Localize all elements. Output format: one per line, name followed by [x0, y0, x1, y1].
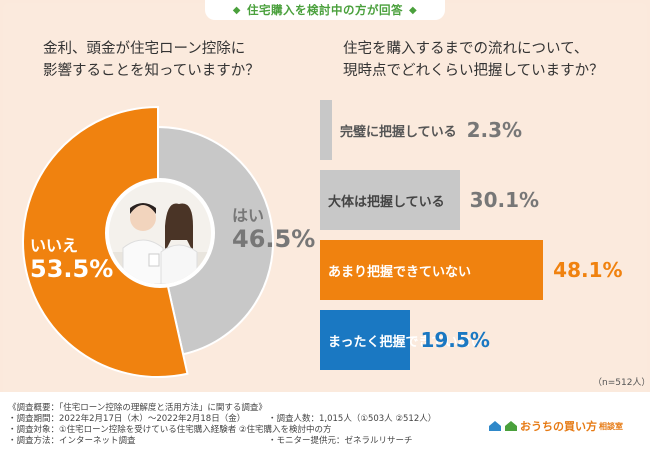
footer-survey-right: ・調査人数：1,015人（①503人 ②512人） ・モニター提供元：ゼネラルリ…: [268, 414, 436, 447]
bar-0: [320, 100, 332, 160]
pie-slice-yes: [157, 125, 274, 356]
bar-label: 完璧に把握している: [340, 124, 457, 140]
header-text: 住宅購入を検討中の方が回答: [247, 3, 403, 17]
footer-line: ・調査方法：インターネット調査: [8, 436, 136, 446]
bar-row: まったく把握できていない 19.5%: [320, 310, 490, 370]
question-left: 金利、頭金が住宅ローン控除に 影響することを知っていますか？: [43, 38, 293, 82]
bar-1: 大体は把握している: [320, 170, 460, 230]
brand-logo: おうちの買い方 相談室: [488, 418, 623, 434]
bar-value: 19.5%: [420, 328, 490, 352]
footer-survey-left: 《調査概要：「住宅ローン控除の理解度と活用方法」に関する調査》 ・調査期間：20…: [8, 403, 332, 447]
header-banner: ◆ 住宅購入を検討中の方が回答 ◆: [205, 0, 445, 20]
sample-size-note: （n=512人）: [593, 378, 650, 388]
bar-label: あまり把握できていない: [328, 264, 472, 280]
bar-3: まったく把握できていない: [320, 310, 483, 370]
logo-subtext: 相談室: [599, 421, 623, 431]
pie-label-yes-value: 46.5%: [232, 225, 316, 253]
bar-label: 大体は把握している: [328, 194, 445, 210]
pie-label-no: いいえ 53.5%: [30, 232, 113, 282]
question-left-line: 金利、頭金が住宅ローン控除に: [43, 41, 246, 57]
bar-row: 完璧に把握している 2.3%: [320, 100, 522, 160]
pie-label-yes-name: はい: [232, 206, 265, 225]
footer: [0, 392, 650, 450]
bar-value: 2.3%: [466, 118, 523, 142]
house-icon: [505, 421, 517, 431]
question-right: 住宅を購入するまでの流れについて、 現時点でどれくらい把握していますか？: [343, 38, 633, 82]
footer-line: ・モニター提供元：ゼネラルリサーチ: [268, 436, 413, 446]
footer-line: ・調査期間：2022年2月17日（木）～2022年2月18日（金）: [8, 414, 246, 424]
bar-value: 48.1%: [553, 258, 623, 282]
question-left-line: 影響することを知っていますか？: [43, 63, 260, 79]
logo-text: おうちの買い方: [520, 420, 597, 433]
footer-line: ・調査人数：1,015人（①503人 ②512人）: [268, 414, 437, 424]
bar-row: 大体は把握している 30.1%: [320, 170, 539, 230]
pie-label-yes: はい 46.5%: [232, 202, 315, 252]
pie-label-no-name: いいえ: [30, 236, 79, 255]
house-icon: [489, 421, 501, 431]
bar-2: あまり把握できていない: [320, 240, 544, 300]
pie-label-no-value: 53.5%: [30, 255, 114, 283]
question-right-line: 現時点でどれくらい把握していますか？: [343, 63, 604, 79]
footer-line: ・調査対象：①住宅ローン控除を受けている住宅購入経験者 ②住宅購入を検討中の方: [8, 425, 332, 435]
question-right-line: 住宅を購入するまでの流れについて、: [343, 41, 589, 57]
diamond-icon: ◆: [409, 4, 418, 16]
couple-photo: [105, 178, 215, 288]
bar-row: あまり把握できていない 48.1%: [320, 240, 623, 300]
bar-value: 30.1%: [469, 188, 540, 212]
bar-chart: 完璧に把握している 2.3% 大体は把握している 30.1% あまり把握できていない 48…: [320, 92, 640, 382]
diamond-icon: ◆: [232, 4, 241, 16]
footer-line: 《調査概要：「住宅ローン控除の理解度と活用方法」に関する調査》: [8, 403, 267, 413]
bar-label: まったく把握できていない: [328, 334, 484, 350]
